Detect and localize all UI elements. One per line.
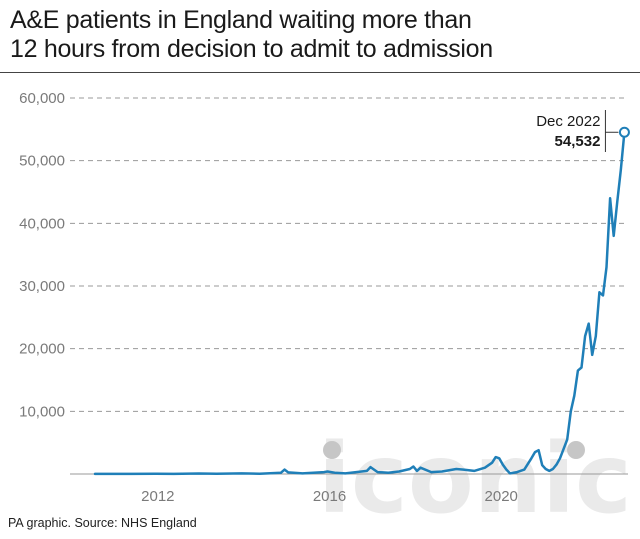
x-tick-label: 2020 <box>485 488 518 505</box>
watermark-dot <box>323 441 341 459</box>
chart-title-line-2: 12 hours from decision to admit to admis… <box>10 35 493 63</box>
x-axis-ticks: 2012 2016 2020 <box>141 488 518 505</box>
title-divider <box>0 72 640 73</box>
y-tick-label: 40,000 <box>19 215 65 232</box>
y-tick-label: 60,000 <box>19 90 65 107</box>
chart-title-line-1: A&E patients in England waiting more tha… <box>10 6 472 34</box>
y-tick-label: 30,000 <box>19 278 65 295</box>
y-tick-label: 10,000 <box>19 403 65 420</box>
annotation-date: Dec 2022 <box>536 113 600 130</box>
source-note: PA graphic. Source: NHS England <box>8 516 197 530</box>
gridlines <box>70 97 628 475</box>
series-line <box>93 131 626 476</box>
watermark: iconic <box>318 423 632 535</box>
y-axis-ticks: 10,000 20,000 30,000 40,000 50,000 60,000 <box>19 90 65 420</box>
series <box>93 131 626 476</box>
x-tick-label: 2016 <box>313 488 346 505</box>
annotation-value: 54,532 <box>555 133 601 150</box>
x-tick-label: 2012 <box>141 488 174 505</box>
chart-title: A&E patients in England waiting more tha… <box>10 6 630 64</box>
watermark-text: iconic <box>318 423 632 535</box>
annotation-point <box>618 126 630 138</box>
watermark-dot <box>567 441 585 459</box>
y-tick-label: 20,000 <box>19 341 65 358</box>
annotation: Dec 2022 54,532 <box>536 110 630 152</box>
y-tick-label: 50,000 <box>19 153 65 170</box>
